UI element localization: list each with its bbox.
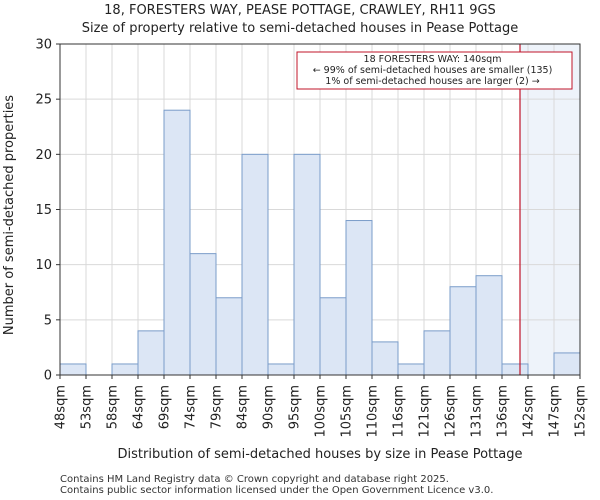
y-tick-label: 15 xyxy=(35,203,52,218)
x-tick-label: 84sqm xyxy=(236,385,251,429)
bar xyxy=(553,352,581,376)
annotation-line: ← 99% of semi-detached houses are smalle… xyxy=(313,65,553,76)
bar xyxy=(319,297,347,376)
bar xyxy=(241,153,269,376)
y-tick-label: 25 xyxy=(35,93,52,108)
bar xyxy=(59,363,87,376)
x-tick-label: 48sqm xyxy=(54,385,69,429)
x-tick-label: 74sqm xyxy=(184,385,199,429)
bar xyxy=(501,363,529,376)
x-tick-label: 79sqm xyxy=(210,385,225,429)
chart-subtitle: Size of property relative to semi-detach… xyxy=(81,21,519,36)
x-tick-label: 126sqm xyxy=(444,385,459,438)
chart-title-block: 18, FORESTERS WAY, PEASE POTTAGE, CRAWLE… xyxy=(0,2,600,38)
x-tick-label: 90sqm xyxy=(262,385,277,429)
attribution-line-1: Contains HM Land Registry data © Crown c… xyxy=(60,474,449,485)
x-tick-label: 95sqm xyxy=(288,385,303,429)
bar xyxy=(111,363,139,376)
y-tick-label: 10 xyxy=(35,258,52,273)
x-tick-label: 131sqm xyxy=(470,385,485,438)
bar xyxy=(293,153,321,376)
x-tick-label: 147sqm xyxy=(548,385,563,438)
x-tick-label: 121sqm xyxy=(418,385,433,438)
y-tick-label: 0 xyxy=(44,369,52,384)
y-tick-label: 30 xyxy=(35,38,52,53)
x-tick-label: 116sqm xyxy=(392,385,407,438)
annotation-line: 18 FORESTERS WAY: 140sqm xyxy=(364,54,502,65)
x-tick-label: 100sqm xyxy=(314,385,329,438)
x-tick-label: 58sqm xyxy=(106,385,121,429)
bar xyxy=(345,220,373,376)
x-tick-label: 136sqm xyxy=(496,385,511,438)
histogram-chart: 0 5 10 15 20 25 30 48sqm 53sqm 58sqm 64sqm 69sqm 74s… xyxy=(2,38,589,463)
bar xyxy=(163,109,191,376)
bar xyxy=(137,330,165,376)
x-tick-label: 53sqm xyxy=(80,385,95,429)
x-tick-label: 142sqm xyxy=(522,385,537,438)
x-tick-label: 152sqm xyxy=(574,385,589,438)
y-tick-label: 5 xyxy=(44,313,52,328)
attribution: Contains HM Land Registry data © Crown c… xyxy=(60,474,493,496)
annotation-line: 1% of semi-detached houses are larger (2… xyxy=(325,76,539,87)
bar xyxy=(189,253,217,376)
bar xyxy=(397,363,425,376)
y-tick-label: 20 xyxy=(35,148,52,163)
annotation-box xyxy=(296,51,573,90)
bar xyxy=(371,341,399,376)
bar xyxy=(475,275,503,376)
bar xyxy=(423,330,451,376)
bar xyxy=(267,363,295,376)
bar xyxy=(449,286,477,376)
bar xyxy=(215,297,243,376)
x-axis-label: Distribution of semi-detached houses by … xyxy=(118,447,523,462)
x-tick-label: 105sqm xyxy=(340,385,355,438)
x-tick-label: 64sqm xyxy=(132,385,147,429)
chart-title: 18, FORESTERS WAY, PEASE POTTAGE, CRAWLE… xyxy=(104,3,496,18)
y-axis-label: Number of semi-detached properties xyxy=(2,95,17,335)
x-tick-label: 69sqm xyxy=(158,385,173,429)
x-tick-label: 110sqm xyxy=(366,385,381,438)
attribution-line-2: Contains public sector information licen… xyxy=(60,485,494,496)
